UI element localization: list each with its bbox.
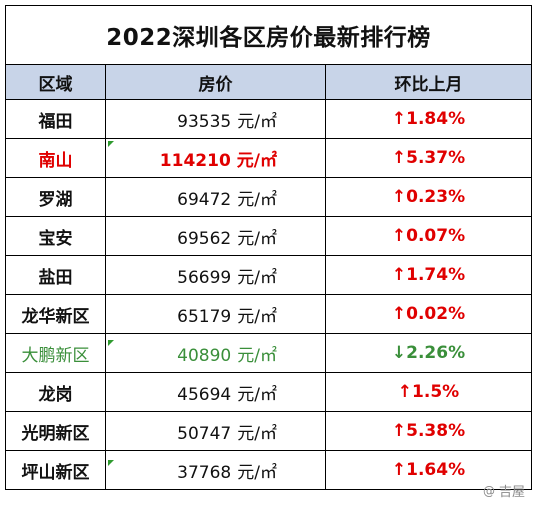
price-cell[interactable]: 50747 元/㎡ <box>105 411 326 451</box>
change-value: 1.5% <box>412 382 460 402</box>
price-cell[interactable]: 56699 元/㎡ <box>105 255 326 295</box>
change-value: 1.64% <box>406 460 466 480</box>
table-row: 光明新区 50747 元/㎡ ↑5.38% <box>5 411 533 451</box>
price-cell[interactable]: 93535 元/㎡ <box>105 99 326 139</box>
table-row: 坪山新区 37768 元/㎡ ↑1.64% <box>5 450 533 490</box>
table-row: 龙华新区 65179 元/㎡ ↑0.02% <box>5 294 533 334</box>
price-value: 37768 <box>177 462 232 483</box>
arrow-down-icon: ↓ <box>391 343 407 363</box>
change-value: 5.38% <box>406 421 466 441</box>
change-value: 0.07% <box>406 226 466 246</box>
price-value: 69472 <box>177 189 232 210</box>
arrow-up-icon: ↑ <box>391 187 407 207</box>
price-unit: 元/㎡ <box>237 189 277 210</box>
table-title[interactable]: 2022深圳各区房价最新排行榜 <box>4 5 533 65</box>
arrow-up-icon: ↑ <box>391 265 407 285</box>
price-cell[interactable]: 45694 元/㎡ <box>105 372 326 412</box>
price-unit: 元/㎡ <box>237 111 277 132</box>
price-cell[interactable]: 69562 元/㎡ <box>105 216 326 256</box>
change-cell[interactable]: ↑0.23% <box>324 177 533 217</box>
district-cell[interactable]: 龙华新区 <box>5 294 106 334</box>
price-unit: 元/㎡ <box>236 150 277 171</box>
table-row: 南山 114210 元/㎡ ↑5.37% <box>5 138 533 178</box>
price-unit: 元/㎡ <box>237 423 277 444</box>
cell-comment-marker <box>108 141 114 147</box>
price-unit: 元/㎡ <box>237 306 277 327</box>
change-value: 0.02% <box>406 304 466 324</box>
price-unit: 元/㎡ <box>237 267 277 288</box>
change-cell[interactable]: ↑0.02% <box>324 294 533 334</box>
district-cell[interactable]: 光明新区 <box>5 411 106 451</box>
price-cell[interactable]: 37768 元/㎡ <box>105 450 326 490</box>
watermark-text: 吉屋 <box>498 485 525 500</box>
district-cell[interactable]: 南山 <box>5 138 106 178</box>
price-value: 114210 <box>159 150 231 171</box>
table-row: 盐田 56699 元/㎡ ↑1.74% <box>5 255 533 295</box>
district-cell[interactable]: 龙岗 <box>5 372 106 412</box>
arrow-up-icon: ↑ <box>391 421 407 441</box>
change-cell[interactable]: ↑1.64% <box>324 450 533 490</box>
district-cell[interactable]: 盐田 <box>5 255 106 295</box>
price-value: 50747 <box>177 423 232 444</box>
change-cell[interactable]: ↑1.84% <box>324 99 533 139</box>
price-unit: 元/㎡ <box>237 228 277 249</box>
change-cell[interactable]: ↑1.5% <box>324 372 533 412</box>
price-cell[interactable]: 69472 元/㎡ <box>105 177 326 217</box>
table-row: 罗湖 69472 元/㎡ ↑0.23% <box>5 177 533 217</box>
header-price[interactable]: 房价 <box>105 64 326 100</box>
table-row: 龙岗 45694 元/㎡ ↑1.5% <box>5 372 533 412</box>
district-cell[interactable]: 罗湖 <box>5 177 106 217</box>
price-unit: 元/㎡ <box>237 384 277 405</box>
price-value: 56699 <box>177 267 232 288</box>
change-cell[interactable]: ↑5.37% <box>324 138 533 178</box>
table-row: 宝安 69562 元/㎡ ↑0.07% <box>5 216 533 256</box>
price-cell[interactable]: 114210 元/㎡ <box>105 138 326 178</box>
price-unit: 元/㎡ <box>237 462 277 483</box>
table-row: 大鹏新区 40890 元/㎡ ↓2.26% <box>5 333 533 373</box>
change-value: 2.26% <box>406 343 466 363</box>
price-unit: 元/㎡ <box>237 345 277 366</box>
change-value: 5.37% <box>406 148 466 168</box>
price-cell[interactable]: 40890 元/㎡ <box>105 333 326 373</box>
change-cell[interactable]: ↑5.38% <box>324 411 533 451</box>
price-value: 40890 <box>177 345 232 366</box>
arrow-up-icon: ↑ <box>391 109 407 129</box>
price-value: 93535 <box>177 111 232 132</box>
header-district[interactable]: 区域 <box>5 64 106 100</box>
at-icon: @ <box>482 483 495 498</box>
change-value: 1.84% <box>406 109 466 129</box>
district-cell[interactable]: 大鹏新区 <box>5 333 106 373</box>
arrow-up-icon: ↑ <box>391 148 407 168</box>
change-value: 1.74% <box>406 265 466 285</box>
price-value: 69562 <box>177 228 232 249</box>
cell-comment-marker <box>108 340 114 346</box>
district-cell[interactable]: 坪山新区 <box>5 450 106 490</box>
price-value: 45694 <box>177 384 232 405</box>
arrow-up-icon: ↑ <box>391 304 407 324</box>
change-cell[interactable]: ↓2.26% <box>324 333 533 373</box>
change-value: 0.23% <box>406 187 466 207</box>
price-value: 65179 <box>177 306 232 327</box>
arrow-up-icon: ↑ <box>391 460 407 480</box>
watermark: @ 吉屋 <box>482 481 525 501</box>
district-cell[interactable]: 福田 <box>5 99 106 139</box>
price-cell[interactable]: 65179 元/㎡ <box>105 294 326 334</box>
district-cell[interactable]: 宝安 <box>5 216 106 256</box>
house-price-table: 2022深圳各区房价最新排行榜 区域 房价 环比上月 福田 93535 元/㎡ ↑… <box>4 5 533 490</box>
table-row: 福田 93535 元/㎡ ↑1.84% <box>5 99 533 139</box>
change-cell[interactable]: ↑1.74% <box>324 255 533 295</box>
arrow-up-icon: ↑ <box>397 382 413 402</box>
change-cell[interactable]: ↑0.07% <box>324 216 533 256</box>
header-change[interactable]: 环比上月 <box>324 64 533 100</box>
cell-comment-marker <box>108 460 114 466</box>
arrow-up-icon: ↑ <box>391 226 407 246</box>
